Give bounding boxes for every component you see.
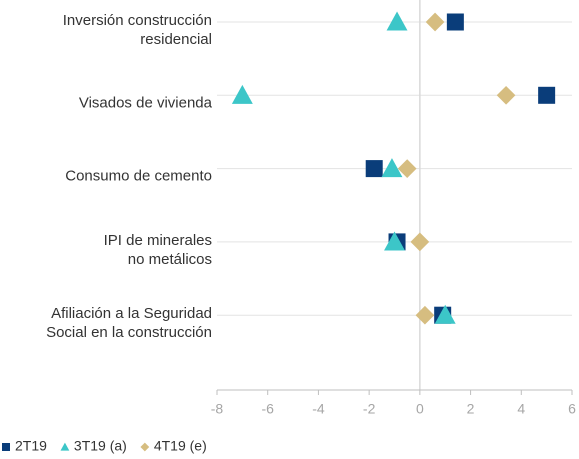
- legend-label: 4T19 (e): [154, 438, 207, 454]
- data-point: [415, 305, 435, 325]
- data-point: [397, 159, 417, 178]
- x-tick-label: 0: [416, 401, 424, 417]
- data-point: [386, 11, 408, 31]
- x-tick-label: 6: [568, 401, 576, 417]
- legend-label: 2T19: [15, 438, 47, 454]
- category-label: no metálicos: [128, 251, 212, 268]
- x-tick-label: -8: [211, 401, 224, 417]
- data-point: [538, 86, 556, 104]
- data-point: [365, 160, 383, 178]
- data-point: [384, 231, 405, 251]
- x-tick-label: -4: [312, 401, 325, 417]
- data-point: [410, 232, 430, 252]
- data-point: [446, 13, 464, 31]
- legend-label: 3T19 (a): [74, 438, 127, 454]
- legend-swatch: [140, 442, 150, 452]
- data-point: [381, 158, 403, 178]
- category-label: Afiliación a la Seguridad: [51, 305, 212, 322]
- x-tick-label: -2: [363, 401, 376, 417]
- category-label: Consumo de cemento: [65, 168, 212, 185]
- x-tick-label: 2: [467, 401, 475, 417]
- category-label: Inversión construcción: [63, 12, 212, 29]
- x-tick-label: 4: [517, 401, 525, 417]
- category-label: IPI de minerales: [104, 232, 212, 249]
- data-point: [425, 12, 445, 32]
- x-tick-label: -6: [261, 401, 274, 417]
- legend-swatch: [2, 443, 10, 451]
- data-point: [496, 85, 516, 105]
- data-point: [434, 304, 456, 324]
- category-label: residencial: [140, 31, 212, 48]
- data-point: [231, 84, 253, 104]
- category-label: Social en la construcción: [46, 324, 212, 341]
- legend-swatch: [60, 442, 70, 451]
- category-label: Visados de vivienda: [79, 94, 213, 111]
